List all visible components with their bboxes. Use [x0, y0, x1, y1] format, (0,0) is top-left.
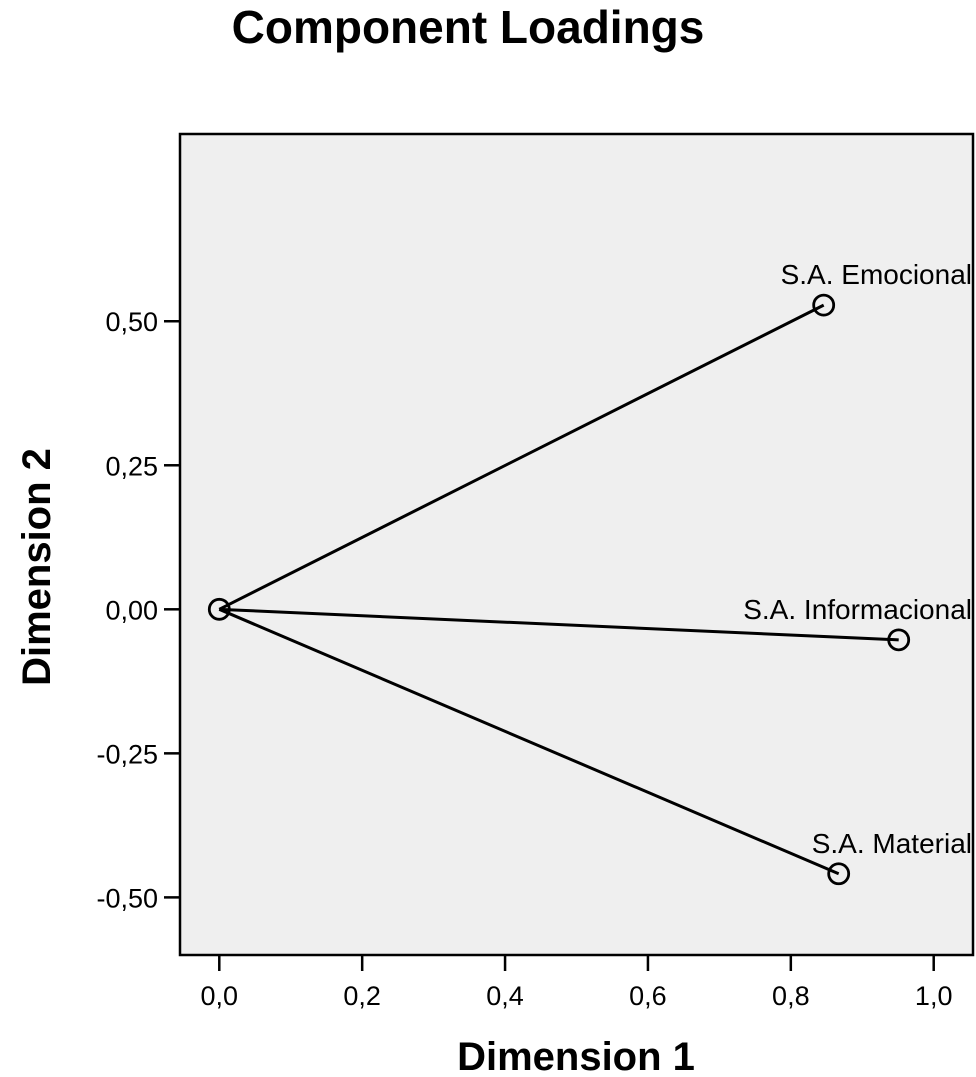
y-tick-label: 0,50	[105, 307, 158, 337]
loading-vector	[219, 607, 899, 642]
chart-title: Component Loadings	[232, 1, 705, 53]
loading-point-marker	[887, 628, 911, 652]
point-label: S.A. Emocional	[781, 259, 972, 290]
x-tick-label: 0,0	[201, 981, 239, 1011]
origin-point-marker	[207, 597, 231, 621]
y-tick-label: -0,25	[96, 739, 158, 769]
point-labels: S.A. Emocional S.A. Informacional S.A. Mat…	[743, 259, 972, 859]
y-axis-title: Dimension 2	[15, 448, 59, 686]
x-tick-label: 0,6	[629, 981, 667, 1011]
y-tick-label: 0,25	[105, 451, 158, 481]
loading-point-marker	[812, 293, 836, 317]
loading-vector	[218, 607, 840, 876]
y-tick-label: -0,50	[96, 883, 158, 913]
x-tick-label: 0,4	[486, 981, 524, 1011]
x-tick-label: 1,0	[915, 981, 953, 1011]
loading-points	[207, 293, 911, 886]
x-axis: 0,0 0,2 0,4 0,6 0,8 1,0	[201, 955, 953, 1011]
loading-point-marker	[827, 862, 851, 886]
x-tick-label: 0,8	[772, 981, 810, 1011]
loading-vectors	[218, 303, 899, 876]
point-label: S.A. Informacional	[743, 594, 972, 625]
x-axis-title: Dimension 1	[457, 1035, 695, 1077]
y-axis: 0,50 0,25 0,00 -0,25 -0,50	[96, 307, 180, 913]
loading-vector	[218, 303, 825, 611]
x-tick-label: 0,2	[343, 981, 381, 1011]
plot-area	[178, 132, 975, 957]
y-tick-label: 0,00	[105, 595, 158, 625]
point-label: S.A. Material	[812, 828, 972, 859]
